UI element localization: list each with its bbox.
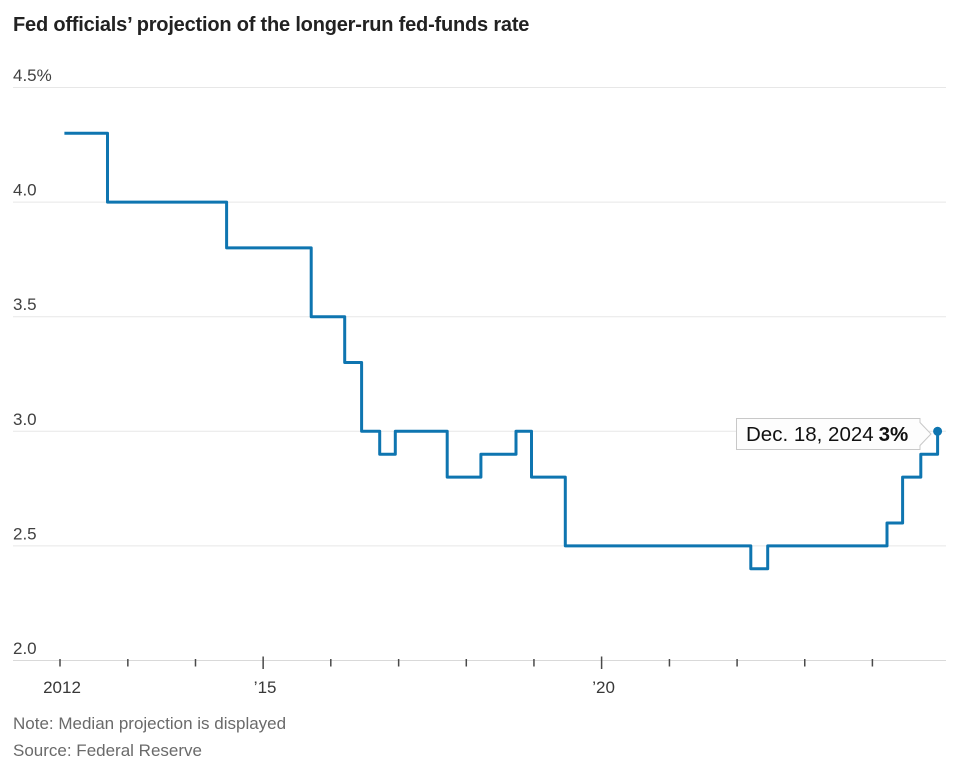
chart-title: Fed officials’ projection of the longer-… [13,14,530,36]
x-axis-tick-label: ’20 [592,678,615,697]
x-axis-tick-label: 2012 [43,678,81,697]
x-axis-tick-label: ’15 [254,678,277,697]
series-step-line[interactable] [64,131,940,571]
y-axis-tick-label: 4.0 [13,181,37,200]
y-axis-tick-label: 2.0 [13,639,37,658]
tooltip-value: 3% [879,423,909,446]
y-axis-tick-label: 3.5 [13,295,37,314]
tooltip-bubble [736,418,932,450]
end-point-dot[interactable] [933,426,943,436]
tooltip-text: Dec. 18, 2024 3% [746,423,908,446]
y-axis-tick-label: 3.0 [13,410,37,429]
chart-source: Source: Federal Reserve [13,741,202,760]
y-axis-tick-label: 4.5% [13,66,52,85]
tooltip: Dec. 18, 2024 3% [736,418,932,450]
tooltip-date: Dec. 18, 2024 [746,423,874,446]
chart-note: Note: Median projection is displayed [13,714,287,733]
gridlines [13,87,946,661]
y-axis-labels: 4.5% 4.0 3.5 3.0 2.5 2.0 [13,66,52,658]
x-axis: 2012 ’15 ’20 [43,656,874,697]
series-line [64,131,943,571]
y-axis-tick-label: 2.5 [13,524,37,543]
